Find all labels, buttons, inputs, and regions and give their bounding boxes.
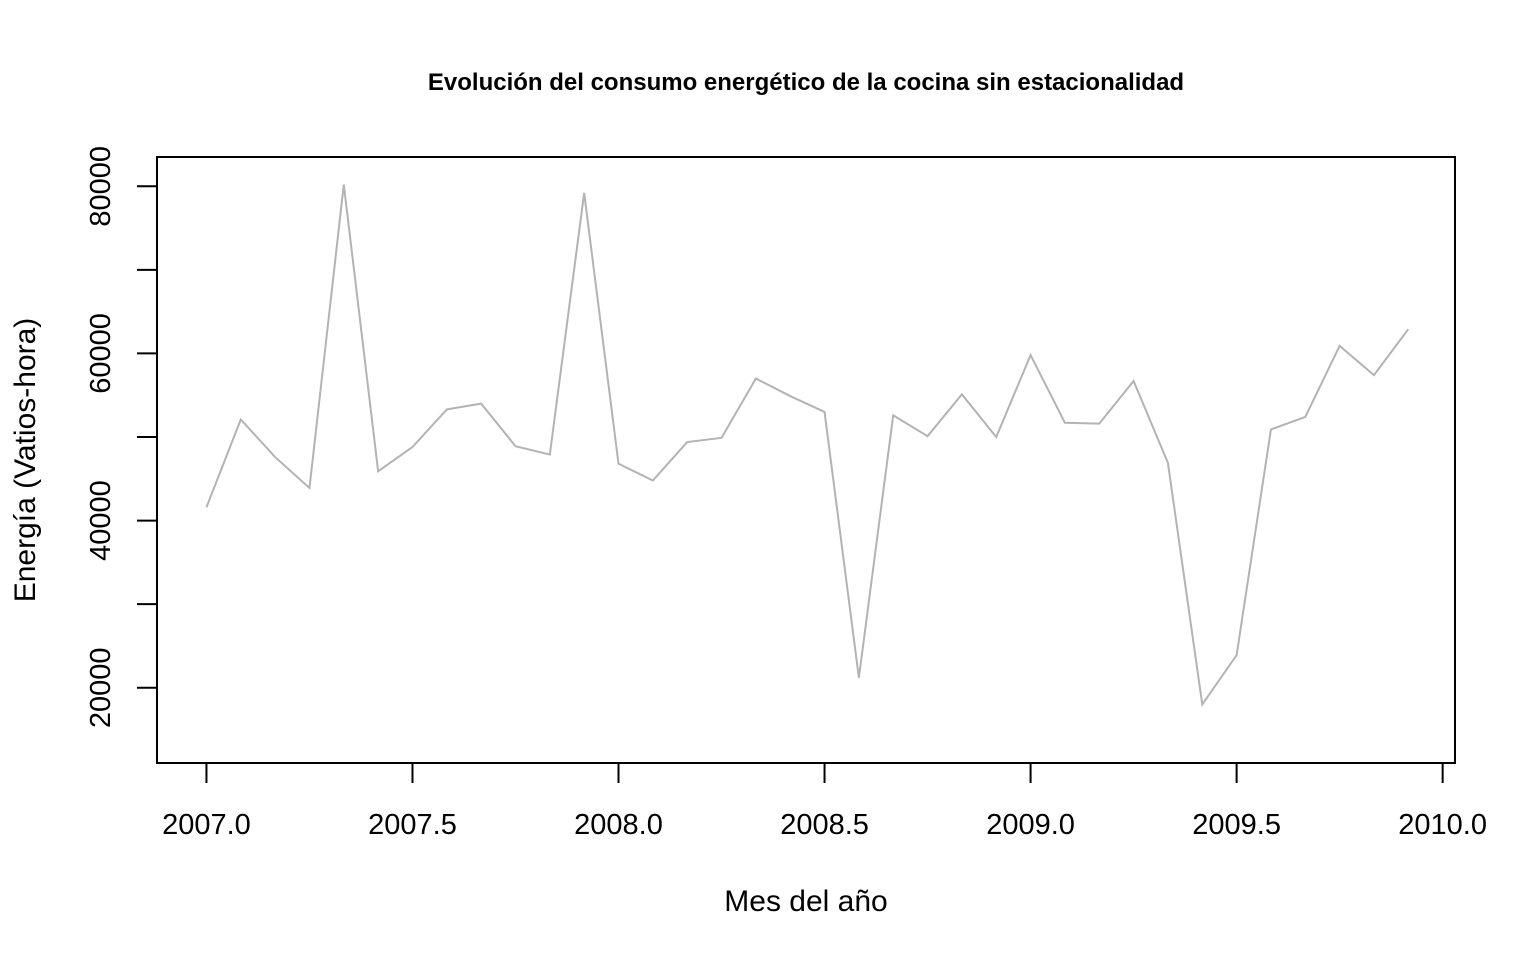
x-tick-label: 2007.5 [368, 809, 457, 841]
x-tick-label: 2010.0 [1398, 809, 1487, 841]
x-tick-label: 2009.5 [1192, 809, 1281, 841]
x-axis-label: Mes del año [724, 885, 887, 918]
series-group [205, 184, 1410, 708]
series-line [205, 184, 1410, 708]
y-tick-label: 60000 [85, 313, 117, 394]
x-tick-label: 2007.0 [162, 809, 251, 841]
y-tick-label: 40000 [85, 480, 117, 561]
y-tick-label: 20000 [85, 647, 117, 728]
chart-title: Evolución del consumo energético de la c… [428, 69, 1184, 96]
x-tick-label: 2008.5 [780, 809, 869, 841]
x-tick-label: 2008.0 [574, 809, 663, 841]
y-tick-label: 80000 [85, 146, 117, 227]
x-tick-label: 2009.0 [986, 809, 1075, 841]
y-axis: 20000 40000 60000 80000 [85, 146, 158, 728]
x-axis: 2007.0 2007.5 2008.0 2008.5 2009.0 2009.5 2010… [162, 762, 1487, 841]
y-axis-label: Energía (Vatios-hora) [9, 318, 42, 603]
